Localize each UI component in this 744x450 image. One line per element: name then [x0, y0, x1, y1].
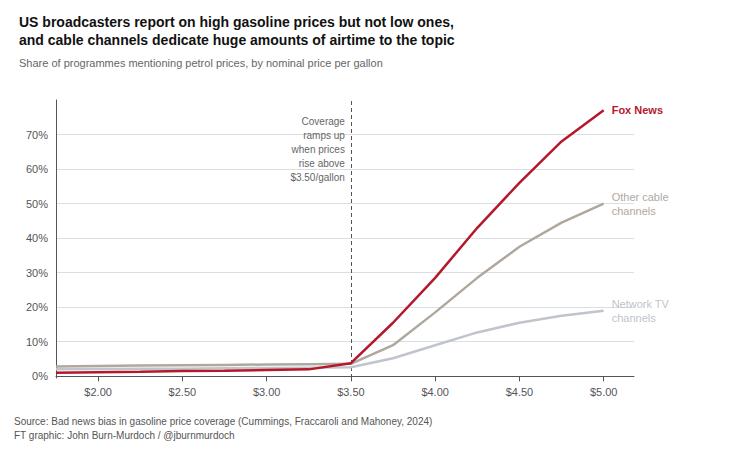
- svg-text:40%: 40%: [26, 232, 48, 244]
- svg-text:$4.50: $4.50: [506, 386, 534, 398]
- svg-text:60%: 60%: [26, 163, 48, 175]
- svg-text:10%: 10%: [26, 336, 48, 348]
- svg-text:FT graphic: John Burn-Murdoch: FT graphic: John Burn-Murdoch / @jburnmu…: [14, 430, 235, 441]
- svg-text:channels: channels: [612, 312, 657, 324]
- svg-text:Network TV: Network TV: [612, 298, 670, 310]
- svg-text:50%: 50%: [26, 198, 48, 210]
- svg-text:30%: 30%: [26, 267, 48, 279]
- svg-text:Share of programmes mentioning: Share of programmes mentioning petrol pr…: [19, 57, 383, 69]
- svg-text:$3.00: $3.00: [253, 386, 281, 398]
- svg-text:70%: 70%: [26, 129, 48, 141]
- svg-text:Fox News: Fox News: [612, 104, 663, 116]
- svg-text:and cable channels dedicate hu: and cable channels dedicate huge amounts…: [19, 32, 455, 48]
- svg-text:$2.00: $2.00: [84, 386, 112, 398]
- svg-text:$3.50/gallon: $3.50/gallon: [290, 172, 345, 183]
- svg-text:$4.00: $4.00: [421, 386, 449, 398]
- svg-text:ramps up: ramps up: [303, 130, 345, 141]
- svg-text:Other cable: Other cable: [612, 191, 669, 203]
- svg-text:$2.50: $2.50: [169, 386, 197, 398]
- svg-text:20%: 20%: [26, 301, 48, 313]
- svg-text:US broadcasters report on high: US broadcasters report on high gasoline …: [19, 14, 454, 30]
- svg-text:channels: channels: [612, 205, 657, 217]
- svg-text:$3.50: $3.50: [337, 386, 365, 398]
- svg-text:Coverage: Coverage: [302, 116, 346, 127]
- svg-text:rise above: rise above: [299, 158, 346, 169]
- svg-text:Source: Bad news bias in gasol: Source: Bad news bias in gasoline price …: [14, 416, 432, 427]
- svg-text:$5.00: $5.00: [590, 386, 618, 398]
- svg-text:when prices: when prices: [291, 144, 345, 155]
- svg-text:0%: 0%: [32, 370, 48, 382]
